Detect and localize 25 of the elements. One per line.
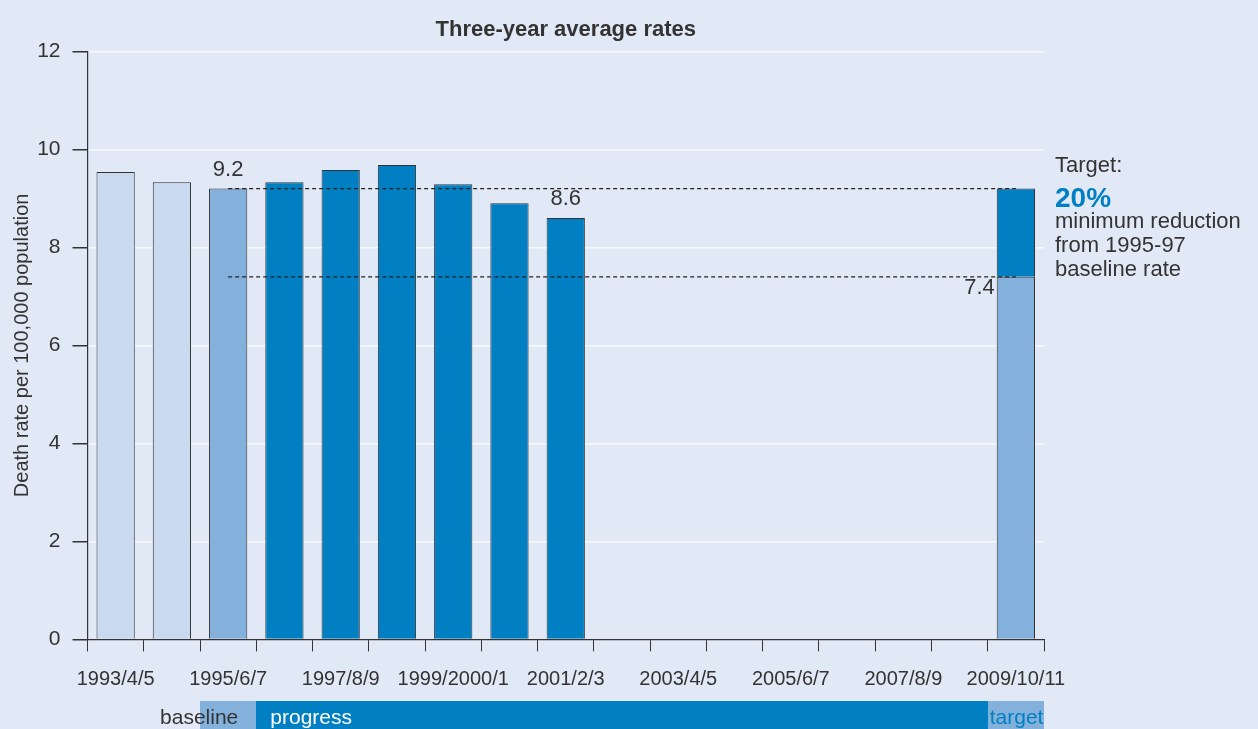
- y-tick-label: 6: [48, 332, 61, 356]
- x-tick-label: 1999/2000/1: [397, 666, 509, 689]
- x-tick-label: 2001/2/3: [526, 666, 605, 689]
- text: target: [989, 705, 1044, 729]
- x-tick-label: 2005/6/7: [751, 666, 830, 689]
- y-tick-label: 2: [48, 528, 61, 552]
- y-axis-title: Death rate per 100,000 population: [9, 193, 32, 498]
- x-tick-label: 2003/4/5: [639, 666, 718, 689]
- y-tick-label: 4: [48, 430, 61, 454]
- text: baseline: [160, 705, 239, 729]
- text: Target:: [1055, 151, 1123, 177]
- data-label: 9.2: [212, 155, 244, 181]
- x-tick-label: 2009/10/11: [966, 666, 1066, 689]
- y-tick-label: 12: [37, 38, 61, 62]
- x-tick-label: 1997/8/9: [301, 666, 380, 689]
- data-label: 8.6: [550, 185, 582, 210]
- x-tick-label: 2007/8/9: [864, 666, 943, 689]
- y-tick-label: 0: [48, 626, 61, 650]
- y-tick-label: 8: [48, 234, 61, 258]
- y-tick-label: 10: [37, 136, 61, 160]
- x-tick-label: 1995/6/7: [189, 666, 268, 689]
- chart-title: Three-year average rates: [435, 16, 696, 42]
- text: progress: [270, 705, 352, 729]
- x-tick-label: 1993/4/5: [76, 666, 155, 689]
- data-label: 7.4: [964, 273, 995, 299]
